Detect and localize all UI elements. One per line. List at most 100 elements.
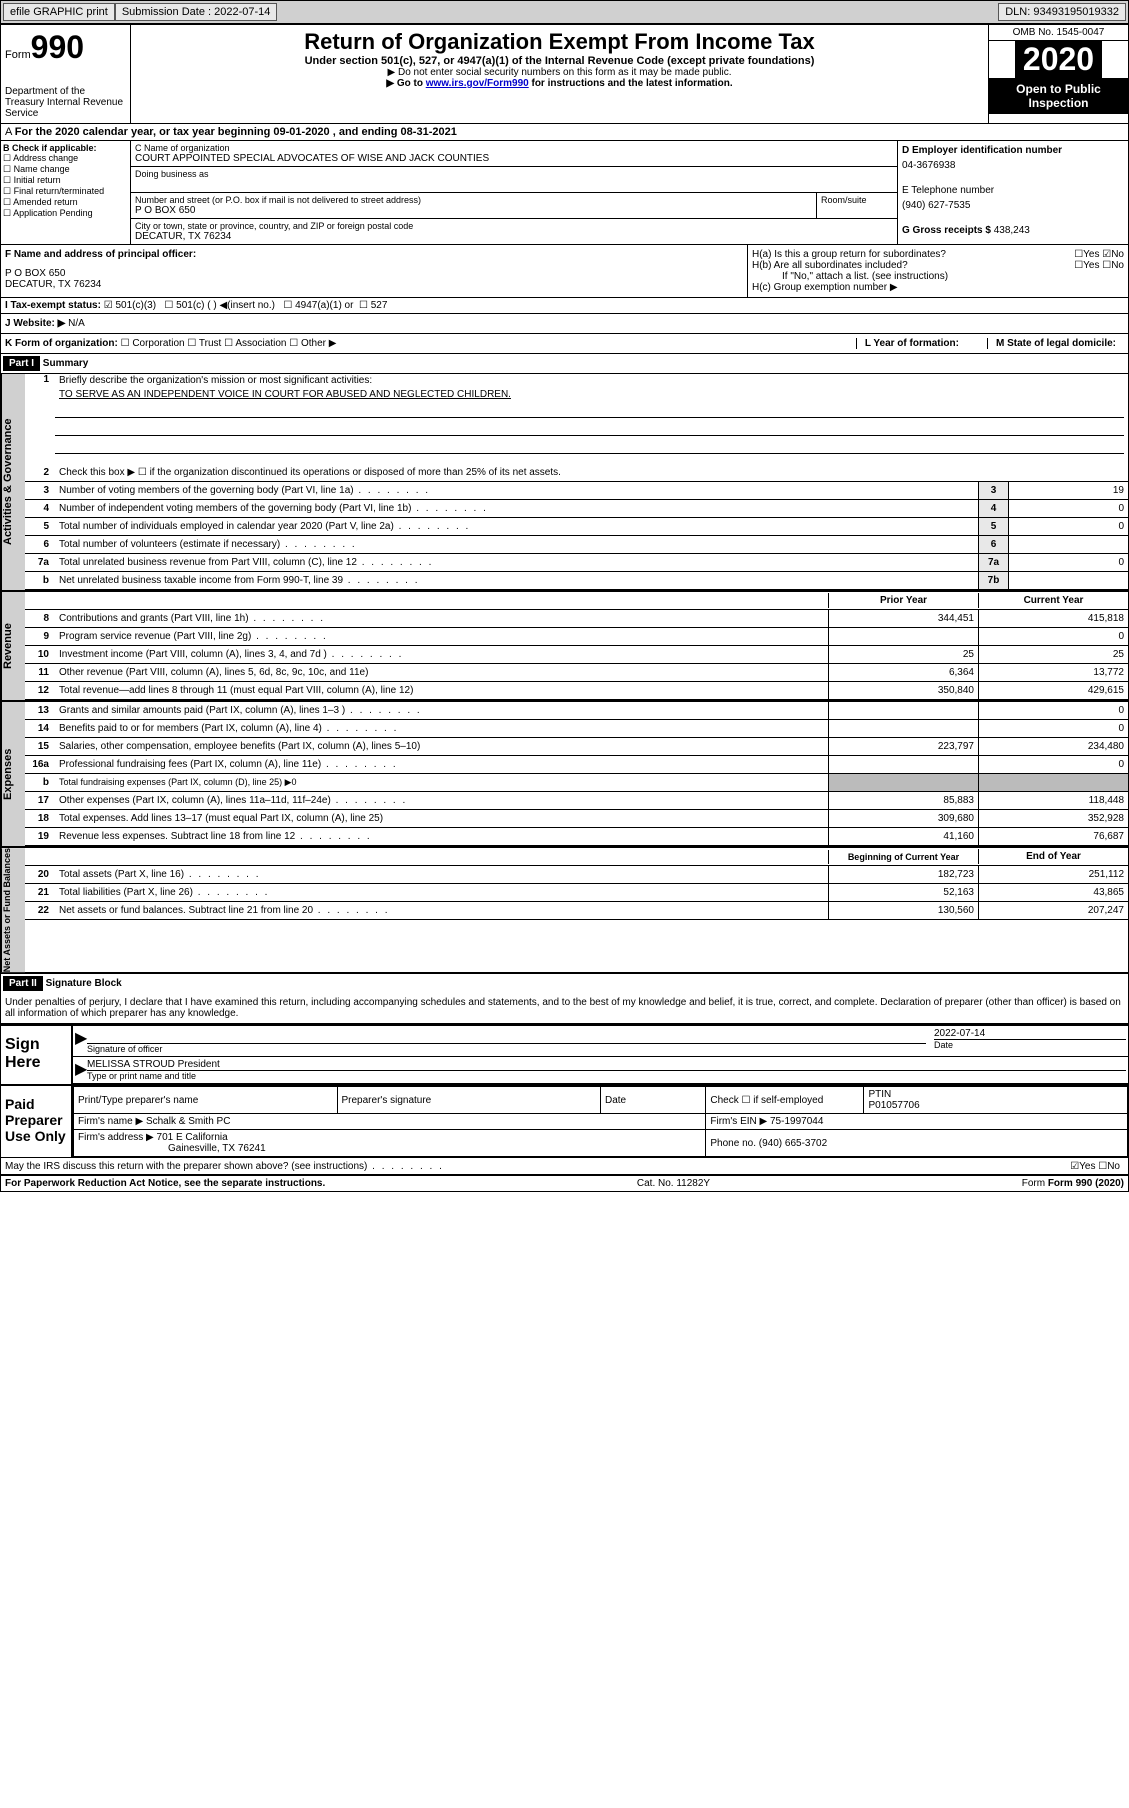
- dba-value: [135, 179, 893, 190]
- vlabel-revenue: Revenue: [1, 592, 25, 700]
- v4: 0: [1008, 500, 1128, 517]
- tax-exempt-status: I Tax-exempt status: ☑ 501(c)(3) ☐ 501(c…: [1, 298, 1128, 314]
- v6: [1008, 536, 1128, 553]
- part1-header: Part I: [3, 356, 40, 371]
- city-state-zip: DECATUR, TX 76234: [135, 231, 893, 242]
- year-formation: L Year of formation:: [856, 338, 967, 349]
- line5: Total number of individuals employed in …: [55, 520, 978, 533]
- cb-501c[interactable]: ☐ 501(c) ( ) ◀(insert no.): [164, 300, 275, 311]
- dba-label: Doing business as: [135, 169, 893, 179]
- room-suite-label: Room/suite: [817, 193, 897, 218]
- line16b: Total fundraising expenses (Part IX, col…: [55, 776, 828, 789]
- declaration-text: Under penalties of perjury, I declare th…: [1, 993, 1128, 1024]
- ein-label: D Employer identification number: [902, 143, 1124, 158]
- v3: 19: [1008, 482, 1128, 499]
- line4: Number of independent voting members of …: [55, 502, 978, 515]
- goto-note: ▶ Go to www.irs.gov/Form990 for instruct…: [135, 78, 984, 89]
- prior-year-header: Prior Year: [828, 593, 978, 608]
- line8: Contributions and grants (Part VIII, lin…: [55, 612, 828, 625]
- prep-self-employed[interactable]: Check ☐ if self-employed: [706, 1087, 864, 1114]
- mission-text: TO SERVE AS AN INDEPENDENT VOICE IN COUR…: [55, 387, 1128, 402]
- form-990: Form990 Department of the Treasury Inter…: [0, 24, 1129, 1192]
- begin-year-header: Beginning of Current Year: [828, 850, 978, 864]
- line2: Check this box ▶ ☐ if the organization d…: [55, 466, 1128, 479]
- officer-addr1: P O BOX 650: [5, 268, 743, 279]
- ssn-note: ▶ Do not enter social security numbers o…: [135, 67, 984, 78]
- officer-label: F Name and address of principal officer:: [5, 249, 743, 260]
- line7b: Net unrelated business taxable income fr…: [55, 574, 978, 587]
- arrow-icon: ▶: [75, 1028, 87, 1054]
- form-title: Return of Organization Exempt From Incom…: [135, 29, 984, 55]
- phone-label: E Telephone number: [902, 183, 1124, 198]
- ptin-cell: PTINP01057706: [864, 1087, 1128, 1114]
- cb-501c3[interactable]: ☑ 501(c)(3): [104, 300, 156, 311]
- footer-left: For Paperwork Reduction Act Notice, see …: [5, 1178, 325, 1189]
- omb-number: OMB No. 1545-0047: [989, 25, 1128, 41]
- submission-date: Submission Date : 2022-07-14: [115, 3, 278, 21]
- form-org-label: K Form of organization:: [5, 338, 118, 349]
- city-label: City or town, state or province, country…: [135, 221, 893, 231]
- cb-527[interactable]: ☐ 527: [359, 300, 387, 311]
- end-year-header: End of Year: [978, 849, 1128, 864]
- line21: Total liabilities (Part X, line 26): [55, 886, 828, 899]
- discuss-answer[interactable]: ☑Yes ☐No: [1062, 1161, 1128, 1172]
- hb-note: If "No," attach a list. (see instruction…: [752, 271, 1124, 282]
- hc-label: H(c) Group exemption number ▶: [752, 282, 1124, 293]
- cb-trust[interactable]: ☐ Trust: [187, 338, 221, 349]
- firm-phone: (940) 665-3702: [759, 1138, 827, 1149]
- org-name: COURT APPOINTED SPECIAL ADVOCATES OF WIS…: [135, 153, 893, 164]
- line6: Total number of volunteers (estimate if …: [55, 538, 978, 551]
- cb-final-return[interactable]: ☐ Final return/terminated: [3, 186, 128, 197]
- line10: Investment income (Part VIII, column (A)…: [55, 648, 828, 661]
- check-if-applicable: B Check if applicable: ☐ Address change …: [1, 141, 131, 244]
- line22: Net assets or fund balances. Subtract li…: [55, 904, 828, 917]
- vlabel-netassets: Net Assets or Fund Balances: [1, 848, 25, 972]
- tax-period: A For the 2020 calendar year, or tax yea…: [1, 124, 1128, 141]
- cb-pending[interactable]: ☐ Application Pending: [3, 208, 128, 219]
- v7b: [1008, 572, 1128, 589]
- cb-name-change[interactable]: ☐ Name change: [3, 164, 128, 175]
- website-value: N/A: [68, 318, 85, 329]
- firm-ein: 75-1997044: [770, 1116, 823, 1127]
- phone-value: (940) 627-7535: [902, 198, 1124, 223]
- cb-corp[interactable]: ☐ Corporation: [121, 338, 185, 349]
- hb-answer[interactable]: ☐Yes ☐No: [1074, 260, 1124, 271]
- current-year-header: Current Year: [978, 593, 1128, 608]
- date-label: Date: [934, 1040, 1126, 1050]
- officer-addr2: DECATUR, TX 76234: [5, 279, 743, 290]
- ha-answer[interactable]: ☐Yes ☑No: [1074, 249, 1124, 260]
- preparer-table: Print/Type preparer's name Preparer's si…: [73, 1086, 1128, 1157]
- efile-label[interactable]: efile GRAPHIC print: [3, 3, 115, 21]
- vlabel-governance: Activities & Governance: [1, 374, 25, 590]
- line20: Total assets (Part X, line 16): [55, 868, 828, 881]
- org-name-label: C Name of organization: [135, 143, 893, 153]
- part1-title: Summary: [43, 358, 89, 369]
- cb-address-change[interactable]: ☐ Address change: [3, 153, 128, 164]
- open-public-badge: Open to Public Inspection: [989, 78, 1128, 114]
- state-domicile: M State of legal domicile:: [987, 338, 1124, 349]
- irs-link[interactable]: www.irs.gov/Form990: [426, 78, 529, 89]
- line15: Salaries, other compensation, employee b…: [55, 740, 828, 753]
- firm-addr: 701 E California: [157, 1132, 228, 1143]
- firm-name: Schalk & Smith PC: [146, 1116, 230, 1127]
- cb-assoc[interactable]: ☐ Association: [224, 338, 286, 349]
- discuss-text: May the IRS discuss this return with the…: [1, 1160, 1062, 1173]
- part2-title: Signature Block: [46, 978, 122, 989]
- sig-date: 2022-07-14: [934, 1028, 1126, 1040]
- line18: Total expenses. Add lines 13–17 (must eq…: [55, 812, 828, 825]
- street-address: P O BOX 650: [135, 205, 812, 216]
- cb-4947[interactable]: ☐ 4947(a)(1) or: [283, 300, 353, 311]
- cb-amended[interactable]: ☐ Amended return: [3, 197, 128, 208]
- officer-name: MELISSA STROUD President: [87, 1059, 1126, 1071]
- dln-label: DLN: 93493195019332: [998, 3, 1126, 21]
- v5: 0: [1008, 518, 1128, 535]
- sign-here-label: Sign Here: [1, 1026, 71, 1084]
- prep-sig-label: Preparer's signature: [337, 1087, 601, 1114]
- ha-label: H(a) Is this a group return for subordin…: [752, 249, 1074, 260]
- prep-name-label: Print/Type preparer's name: [74, 1087, 338, 1114]
- line7a: Total unrelated business revenue from Pa…: [55, 556, 978, 569]
- cb-other[interactable]: ☐ Other ▶: [289, 338, 336, 349]
- tax-year: 2020: [1015, 41, 1102, 78]
- cb-initial-return[interactable]: ☐ Initial return: [3, 175, 128, 186]
- arrow-icon: ▶: [75, 1059, 87, 1081]
